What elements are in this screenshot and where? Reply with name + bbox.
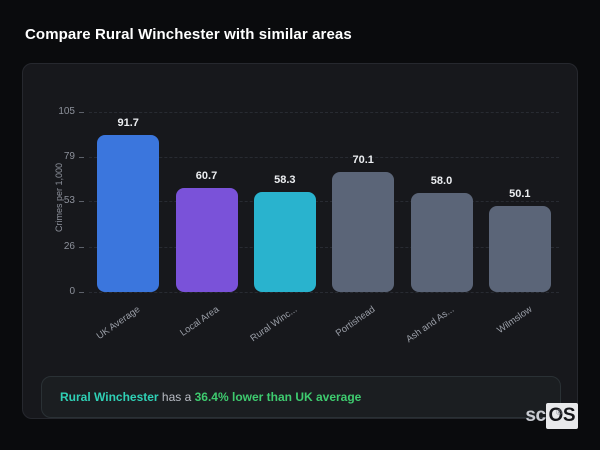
bar-local-area[interactable] xyxy=(175,187,238,292)
bar-value-label: 58.0 xyxy=(430,174,453,187)
y-axis-tick-label: 26 xyxy=(63,241,75,253)
x-axis-label: Local Area xyxy=(177,304,221,339)
bar-wilmslow[interactable] xyxy=(488,206,551,292)
gridline xyxy=(89,247,559,249)
y-axis-tick-label: 0 xyxy=(69,286,75,297)
gridline xyxy=(89,201,559,203)
note-subject: Rural Winchester xyxy=(60,390,159,404)
note-highlight: 36.4% lower than UK average xyxy=(194,390,362,404)
insight-note-text: Rural Winchester has a 36.4% lower than … xyxy=(60,390,361,404)
gridline xyxy=(89,292,559,293)
page-title: Compare Rural Winchester with similar ar… xyxy=(25,26,352,43)
y-axis-tickmark xyxy=(79,247,84,249)
bar-value-label: 91.7 xyxy=(117,116,139,129)
bar-portishead[interactable] xyxy=(332,171,395,292)
bar-value-label: 70.1 xyxy=(352,153,374,166)
registered-trademark-icon: ® xyxy=(556,408,562,417)
gridline xyxy=(89,112,559,113)
x-axis-label: Wilmslow xyxy=(494,304,535,337)
gridline xyxy=(89,156,559,158)
x-axis-labels: UK Average Local Area Rural Winc... Portish… xyxy=(89,296,559,366)
brand-box: OS xyxy=(545,403,578,429)
insight-note-box: Rural Winchester has a 36.4% lower than … xyxy=(41,376,561,418)
x-axis-label: UK Average xyxy=(94,304,143,342)
y-axis-tickmark xyxy=(79,112,84,113)
x-axis-label: Rural Winc... xyxy=(248,304,300,345)
bar-chart-plot-area: 91.7 60.7 58.3 70.1 58.0 50.1 xyxy=(79,112,559,293)
y-axis-tickmark xyxy=(79,201,84,203)
bar-value-label: 58.3 xyxy=(274,174,296,187)
scos-logo: sc OS ® xyxy=(525,403,578,429)
x-axis-label: Ash and As... xyxy=(403,304,456,346)
brand-prefix: sc xyxy=(525,405,546,426)
y-axis-tick-label: 105 xyxy=(58,106,75,117)
chart-card: Crimes per 1,000 0 26 53 79 105 91.7 60.7 58.3… xyxy=(22,63,578,419)
bar-value-label: 50.1 xyxy=(509,188,531,201)
bar-rural-winc[interactable] xyxy=(253,192,316,292)
x-axis-label: Portishead xyxy=(333,304,378,340)
y-axis-tick-label: 79 xyxy=(63,150,75,162)
y-axis-tickmark xyxy=(79,156,84,158)
bar-uk-average[interactable] xyxy=(97,134,160,292)
y-axis-tick-label: 53 xyxy=(63,195,75,207)
y-axis-tickmark xyxy=(79,292,84,293)
bar-ash-and-as[interactable] xyxy=(410,192,473,292)
note-connector: has a xyxy=(158,390,195,404)
y-axis-ticks: 0 26 53 79 105 xyxy=(23,106,75,297)
bar-value-label: 60.7 xyxy=(195,169,218,182)
